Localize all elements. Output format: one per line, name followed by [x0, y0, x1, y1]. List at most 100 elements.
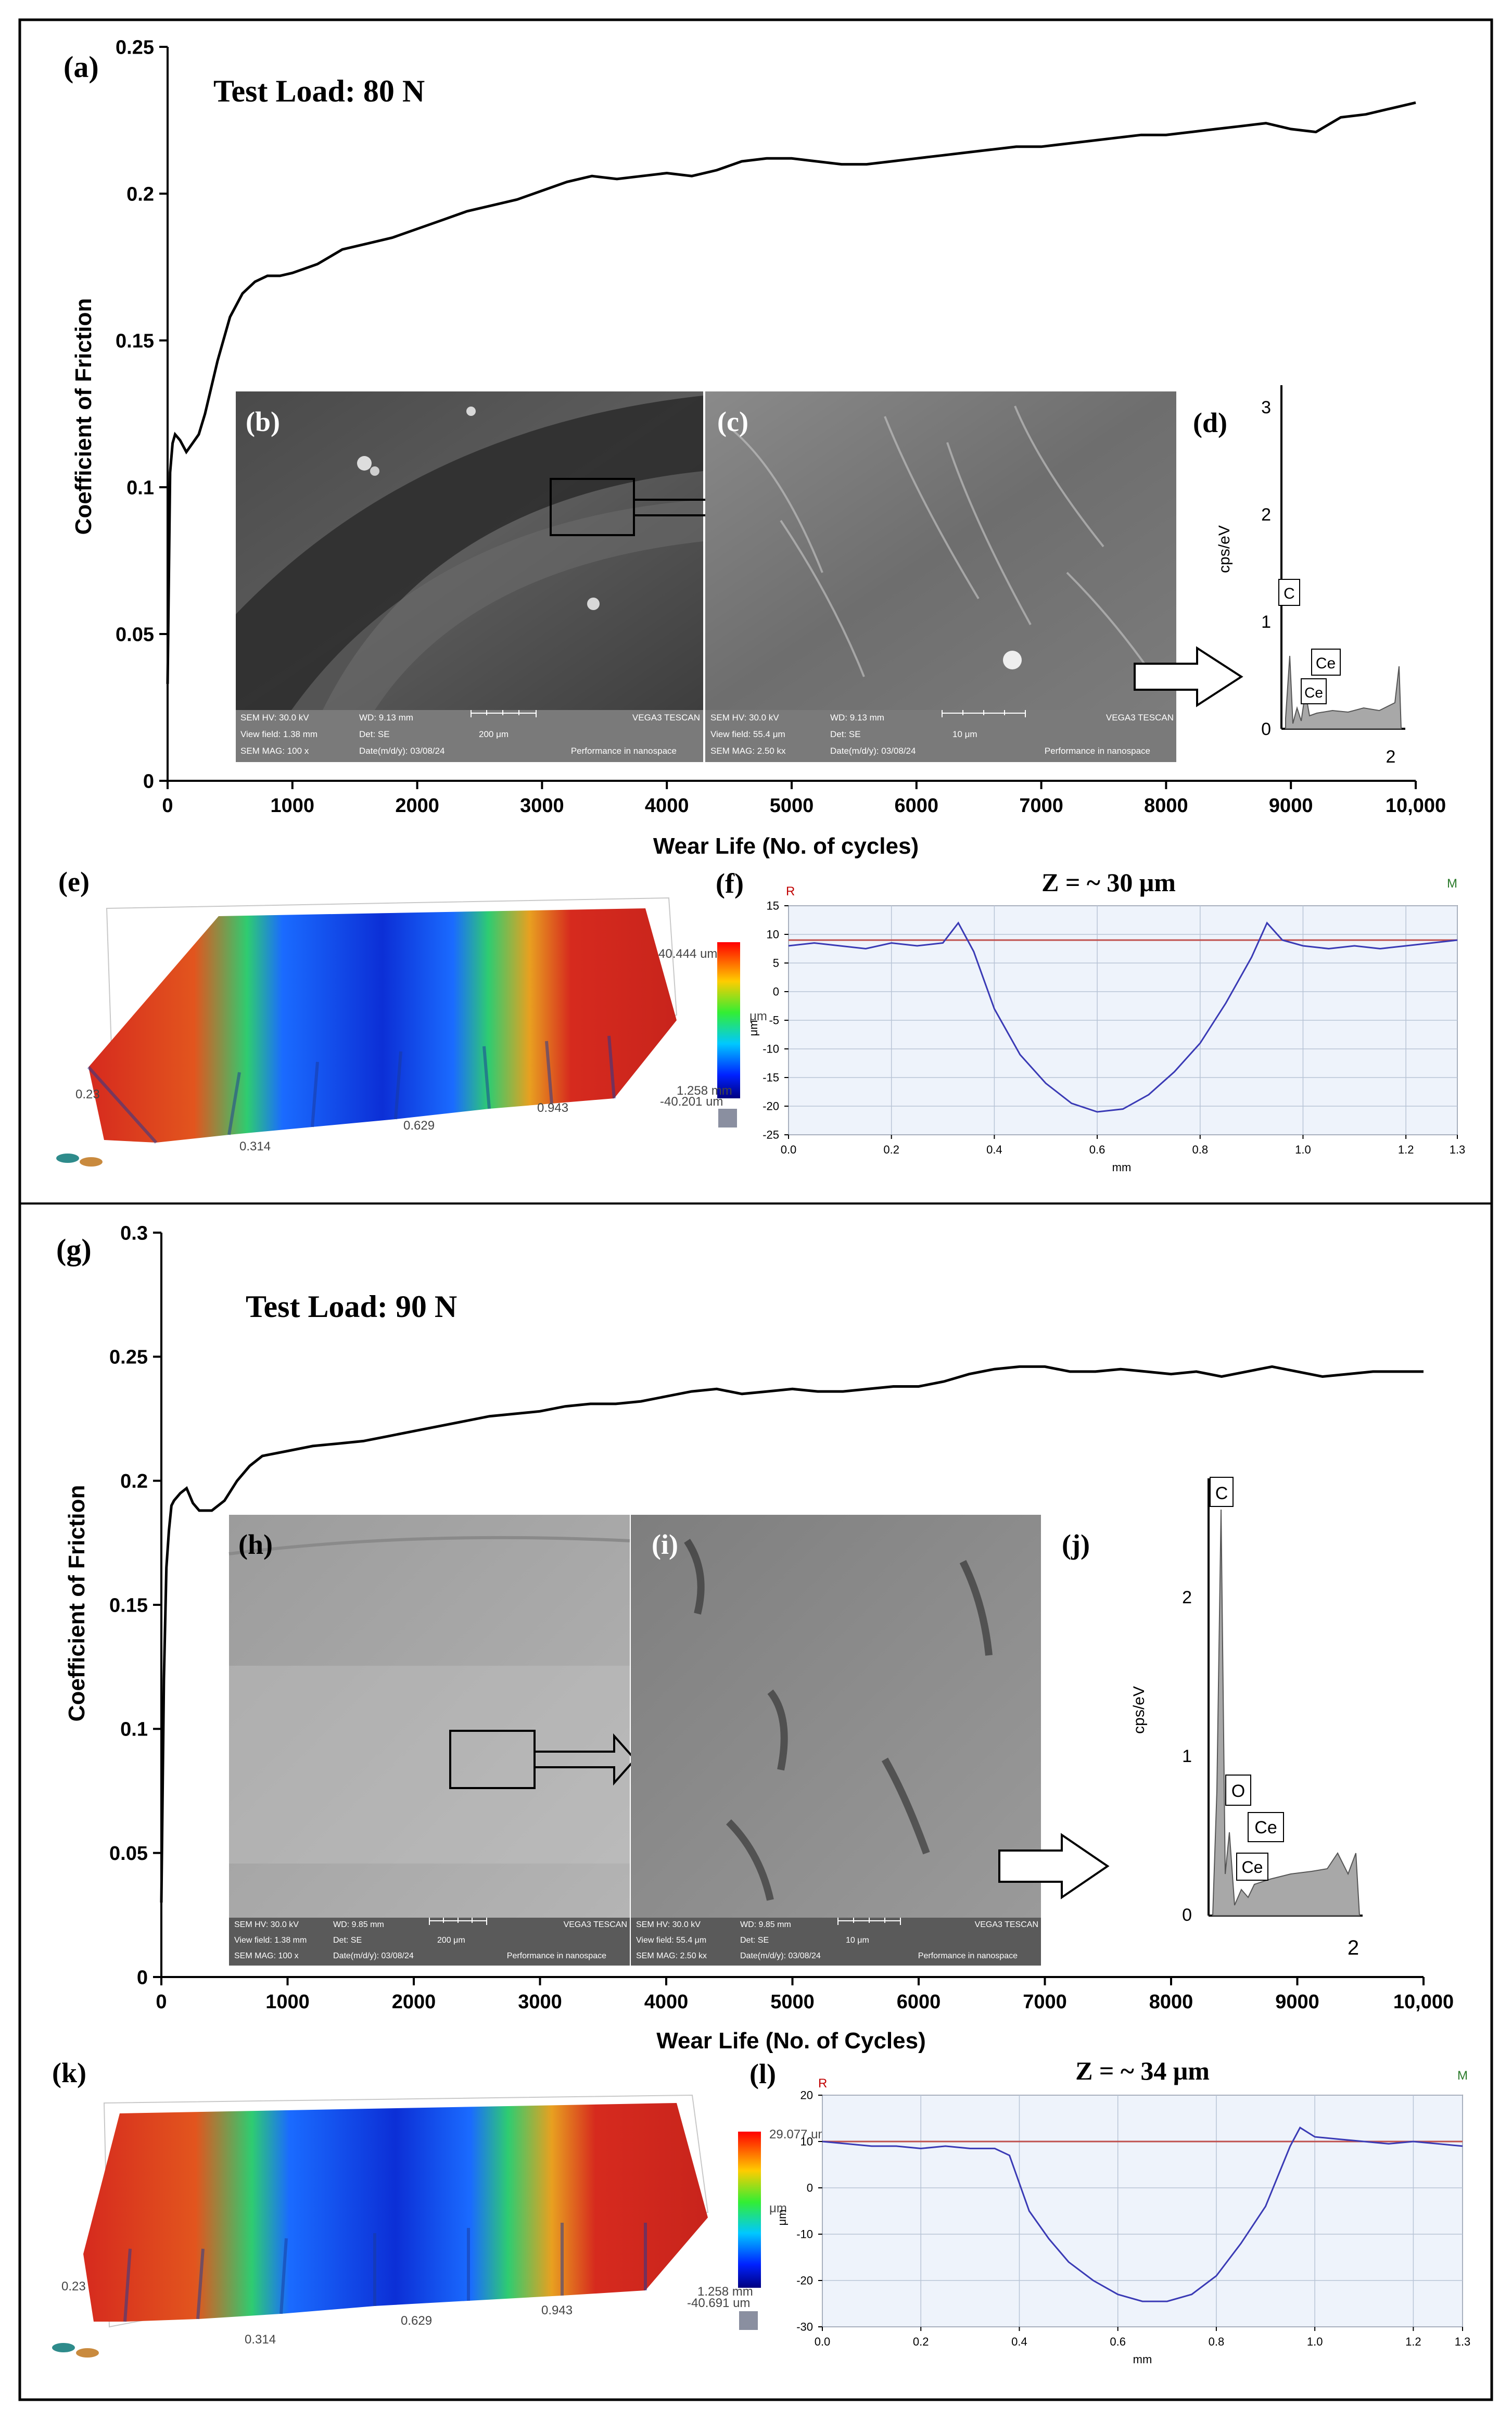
sem-c-info: SEM HV: 30.0 kV View field: 55.4 μm SEM … [710, 713, 1174, 756]
surface-labels: 29.077 um μm 1.258 mm -40.691 um 0.314 0… [61, 2127, 828, 2347]
cof-line [160, 1365, 1424, 1903]
axis-tick: 0.23 [75, 1087, 100, 1101]
y-tick-label: 0.15 [116, 330, 154, 352]
sem-date: Date(m/d/y): 03/08/24 [359, 746, 444, 756]
z-max-label: 40.444 um [658, 947, 717, 961]
peak-box-c [1210, 1477, 1234, 1507]
surface-spikes [123, 2223, 647, 2322]
corner-label-r: R [818, 2076, 827, 2090]
x-tick-label: 8000 [1149, 1991, 1193, 2013]
y-tick-label: 0.3 [120, 1222, 148, 1244]
profile-plot-f: (f) Z = ~ 30 μm R M 15 10 5 0 -5 -10 -15 -20 -25… [716, 868, 1465, 1174]
axis-tick: 0.943 [537, 1101, 568, 1115]
y-tick-label: -20 [763, 1100, 779, 1113]
y-tick-label: 0.2 [126, 183, 154, 205]
view-icon[interactable] [718, 1109, 737, 1127]
edx-arrow [998, 1833, 1110, 1899]
colorbar-unit: μm [769, 2201, 787, 2215]
y-tick-label: -15 [763, 1071, 779, 1084]
x-tick-label: 5000 [770, 1991, 815, 2013]
x-tick-label: 0.2 [883, 1143, 899, 1156]
x-length-label: 1.258 mm [697, 2285, 753, 2299]
y-tick-label: -5 [769, 1014, 779, 1027]
sem-viewfield: View field: 1.38 mm [234, 1936, 307, 1945]
surface-3d-k: (k) 29.077 um μm 1.258 mm -40.691 um 0.3… [52, 2057, 828, 2358]
y-tick-label: -30 [796, 2321, 813, 2334]
y-tick-label: 0.1 [120, 1719, 148, 1741]
x-tick-label: 10,000 [1393, 1991, 1454, 2013]
y-tick-label: 10 [801, 2135, 813, 2148]
y-tick-label: 0.2 [120, 1471, 148, 1492]
panel-label-b: (b) [246, 406, 280, 437]
edx-ytick: 0 [1261, 719, 1271, 739]
edx-y-label: cps/eV [1130, 1686, 1148, 1734]
corner-label-m: M [1447, 877, 1457, 891]
debris-particle [466, 407, 476, 416]
x-tick-label: 9000 [1275, 1991, 1319, 2013]
y-tick-label: 10 [767, 928, 779, 941]
panel-label-l: (l) [749, 2058, 776, 2089]
sem-slogan: Performance in nanospace [571, 746, 677, 756]
x-tick-label: 1.0 [1295, 1143, 1311, 1156]
edx-spectrum-d: (d) 0 1 2 3 cps/eV 2 C Ce Ce [1193, 385, 1405, 767]
edx-x-tick: 2 [1348, 1936, 1359, 1959]
colorbar [738, 2132, 761, 2288]
x-tick-label: 0.6 [1110, 2335, 1126, 2348]
panel-label-h: (h) [238, 1529, 273, 1560]
sem-image-i: (i) SEM HV: 30.0 kV View field: 55.4 μm … [631, 1515, 1110, 1966]
corner-label-m: M [1457, 2069, 1468, 2083]
sem-viewfield: View field: 1.38 mm [240, 729, 317, 739]
sem-b-info: SEM HV: 30.0 kV View field: 1.38 mm SEM … [240, 713, 700, 756]
edx-x-tick: 2 [1386, 747, 1396, 767]
edx-y-label: cps/eV [1216, 525, 1233, 573]
peak-label-ce-2: Ce [1304, 685, 1323, 701]
y-axis-label: Coefficient of Friction [64, 1485, 90, 1722]
x-ticks: 0 1000 2000 3000 4000 5000 6000 7000 8000 9000 10,… [156, 1977, 1454, 2013]
sem-image-b: (b) SEM HV: 30.0 kV View field: 1.38 mm … [236, 391, 746, 762]
sem-slogan: Performance in nanospace [1045, 746, 1150, 756]
x-tick-label: 2000 [392, 1991, 436, 2013]
x-tick-label: 5000 [770, 795, 814, 817]
peak-box-o [1225, 1775, 1251, 1806]
peak-label-o: O [1231, 1781, 1245, 1801]
peak-box-c [1278, 579, 1300, 606]
y-axis-label: μm [747, 1020, 760, 1036]
sem-hv: SEM HV: 30.0 kV [710, 713, 779, 723]
test-load-annotation: Test Load: 90 N [246, 1289, 457, 1324]
y-tick-label: 0.25 [116, 36, 154, 58]
x-tick-label: 3000 [518, 1991, 562, 2013]
sem-i-infobar [631, 1918, 1041, 1966]
x-tick-label: 8000 [1144, 795, 1188, 817]
axis-tick: 0.314 [245, 2333, 276, 2347]
debris-particle [370, 466, 379, 476]
x-tick-label: 4000 [644, 1991, 689, 2013]
sem-det: Det: SE [359, 729, 390, 739]
axis-orientation-icon [76, 2348, 99, 2358]
y-tick-label: 15 [767, 899, 779, 913]
bright-spot [1003, 651, 1022, 669]
edx-spectrum-fill [1212, 1509, 1361, 1916]
sem-wd: WD: 9.85 mm [333, 1920, 384, 1929]
axis-orientation-icon [80, 1157, 103, 1167]
cracks [684, 1539, 993, 1901]
panel-label-f: (f) [716, 868, 744, 899]
view-icon[interactable] [739, 2311, 758, 2330]
y-axis-label: Coefficient of Friction [71, 298, 96, 535]
sem-mag: SEM MAG: 100 x [234, 1952, 299, 1960]
sem-hv: SEM HV: 30.0 kV [234, 1920, 299, 1929]
x-tick-label: 1000 [265, 1991, 310, 2013]
sem-image-h: (h) SEM HV: 30.0 kV View field: 1.38 mm … [228, 1515, 637, 1966]
y-tick-label: 0 [807, 2182, 813, 2195]
y-tick-label: 0.05 [116, 624, 154, 645]
x-tick-label: 1000 [271, 795, 315, 817]
sem-hv: SEM HV: 30.0 kV [240, 713, 309, 723]
y-tick-label: 0 [137, 1967, 148, 1988]
test-load-annotation: Test Load: 80 N [213, 74, 425, 108]
wear-track-inner [291, 500, 703, 710]
panel-label-a: (a) [63, 50, 99, 84]
x-tick-label: 0.2 [913, 2335, 929, 2348]
sem-c-background [705, 391, 1176, 710]
x-tick-label: 1.3 [1455, 2335, 1471, 2348]
sem-scale: 200 μm [437, 1936, 465, 1945]
